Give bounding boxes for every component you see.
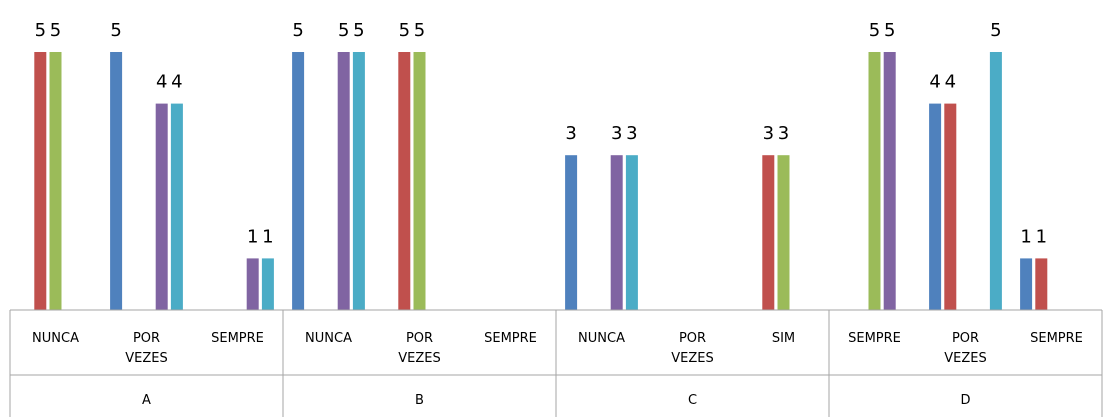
bar xyxy=(625,155,638,310)
bar xyxy=(292,52,305,310)
data-label: 5 xyxy=(35,20,46,41)
bar xyxy=(762,155,775,310)
bar xyxy=(777,155,790,310)
data-label: 3 xyxy=(565,123,576,144)
bar xyxy=(155,103,168,310)
data-label: 5 xyxy=(990,20,1001,41)
bar xyxy=(989,52,1002,310)
bar xyxy=(883,52,896,310)
x-tick-label: POR VEZES xyxy=(398,331,440,366)
x-tick-label: NUNCA xyxy=(32,331,79,346)
group-label: B xyxy=(415,393,424,408)
bar xyxy=(868,52,881,310)
data-label: 5 xyxy=(292,20,303,41)
data-label: 3 xyxy=(626,123,637,144)
x-tick-label: NUNCA xyxy=(578,331,625,346)
x-tick-label: POR VEZES xyxy=(671,331,713,366)
group-label: D xyxy=(960,393,970,408)
x-tick-label: SEMPRE xyxy=(211,331,264,346)
data-label: 4 xyxy=(156,72,167,93)
x-tick-label: SEMPRE xyxy=(484,331,537,346)
data-label: 5 xyxy=(353,20,364,41)
bar xyxy=(34,52,47,310)
data-label: 3 xyxy=(611,123,622,144)
data-label: 1 xyxy=(262,226,273,247)
data-label: 1 xyxy=(1036,226,1047,247)
data-label: 1 xyxy=(247,226,258,247)
data-label: 5 xyxy=(399,20,410,41)
bar xyxy=(413,52,426,310)
bar xyxy=(246,258,259,310)
x-tick-label: SIM xyxy=(772,331,795,346)
group-label: C xyxy=(688,393,697,408)
bar xyxy=(170,103,183,310)
bar xyxy=(49,52,62,310)
data-label: 1 xyxy=(1020,226,1031,247)
bar xyxy=(398,52,411,310)
bar xyxy=(261,258,274,310)
bar xyxy=(565,155,578,310)
bar xyxy=(610,155,623,310)
data-label: 5 xyxy=(110,20,121,41)
data-label: 5 xyxy=(884,20,895,41)
bar xyxy=(1035,258,1048,310)
data-label: 5 xyxy=(414,20,425,41)
bar xyxy=(1020,258,1033,310)
group-label: A xyxy=(142,393,151,408)
data-label: 3 xyxy=(763,123,774,144)
bar xyxy=(929,103,942,310)
data-label: 3 xyxy=(778,123,789,144)
bar xyxy=(337,52,350,310)
data-label: 4 xyxy=(945,72,956,93)
data-label: 5 xyxy=(869,20,880,41)
data-label: 5 xyxy=(50,20,61,41)
bar xyxy=(352,52,365,310)
data-label: 5 xyxy=(338,20,349,41)
x-tick-label: NUNCA xyxy=(305,331,352,346)
x-tick-label: POR VEZES xyxy=(125,331,167,366)
data-label: 4 xyxy=(929,72,940,93)
x-tick-label: SEMPRE xyxy=(1030,331,1083,346)
data-label: 4 xyxy=(171,72,182,93)
x-tick-label: SEMPRE xyxy=(848,331,901,346)
bar xyxy=(110,52,123,310)
bar xyxy=(944,103,957,310)
x-tick-label: POR VEZES xyxy=(944,331,986,366)
